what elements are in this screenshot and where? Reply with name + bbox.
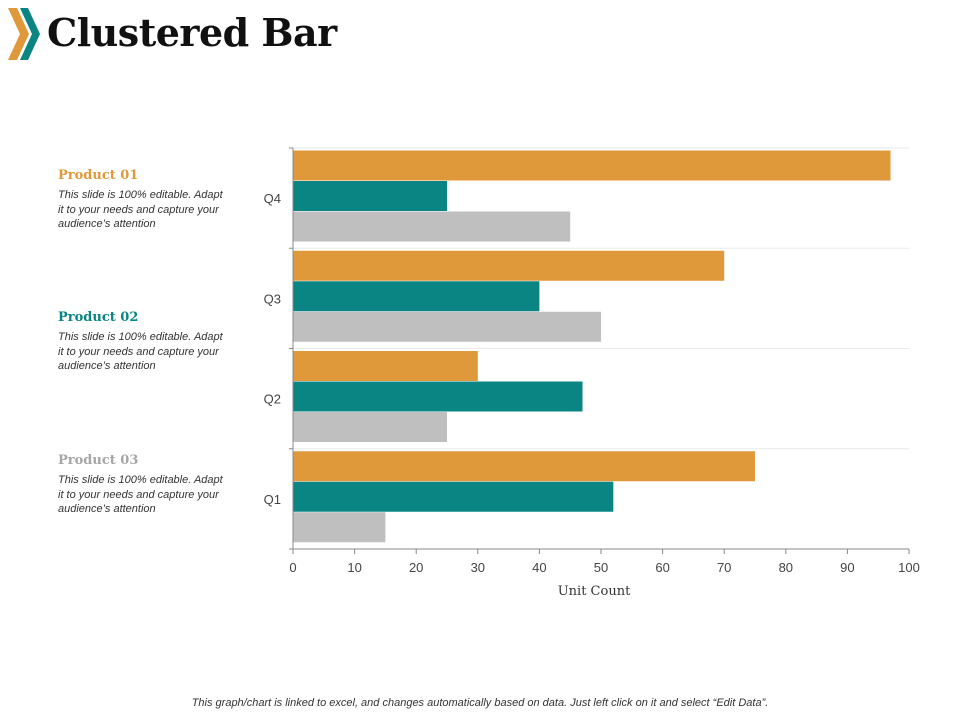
bar-q3-product-03 <box>293 311 601 342</box>
x-tick-label-0: 0 <box>289 560 296 575</box>
bar-q1-product-02 <box>293 481 614 512</box>
bar-q4-product-01 <box>293 150 891 181</box>
page-title: Clustered Bar <box>47 10 337 55</box>
bar-q4-product-02 <box>293 181 447 211</box>
x-tick-label-30: 30 <box>471 560 485 575</box>
legend-product-01-name: Product 01 <box>58 168 139 183</box>
x-tick-label-10: 10 <box>347 560 361 575</box>
bar-q2-product-01 <box>293 351 478 381</box>
bar-q3-product-02 <box>293 281 540 312</box>
legend-product-03-desc: This slide is 100% editable. Adapt it to… <box>58 474 223 515</box>
y-tick-label-q2: Q2 <box>264 392 281 407</box>
bar-q1-product-03 <box>293 512 386 543</box>
legend-product-03-name: Product 03 <box>58 453 139 468</box>
legend-product-02: Product 02 This slide is 100% editable. … <box>58 310 228 374</box>
legend-product-02-desc: This slide is 100% editable. Adapt it to… <box>58 331 223 372</box>
legend-product-01-desc: This slide is 100% editable. Adapt it to… <box>58 189 223 230</box>
x-tick-label-20: 20 <box>409 560 423 575</box>
x-tick-label-40: 40 <box>532 560 546 575</box>
bar-q3-product-01 <box>293 250 725 281</box>
y-tick-label-q3: Q3 <box>264 291 281 306</box>
x-tick-label-70: 70 <box>717 560 731 575</box>
chevron-logo-icon <box>8 8 40 60</box>
y-tick-label-q1: Q1 <box>264 492 281 507</box>
x-tick-label-60: 60 <box>655 560 669 575</box>
legend-product-02-name: Product 02 <box>58 310 139 325</box>
x-tick-label-90: 90 <box>840 560 854 575</box>
bar-q2-product-03 <box>293 412 447 442</box>
y-tick-label-q4: Q4 <box>264 191 281 206</box>
legend-product-03: Product 03 This slide is 100% editable. … <box>58 453 228 517</box>
x-tick-label-100: 100 <box>898 560 920 575</box>
bar-q1-product-01 <box>293 451 755 482</box>
bar-q4-product-03 <box>293 211 571 242</box>
x-tick-label-80: 80 <box>779 560 793 575</box>
x-tick-label-50: 50 <box>594 560 608 575</box>
x-axis-title: Unit Count <box>558 584 631 599</box>
legend-product-01: Product 01 This slide is 100% editable. … <box>58 168 228 232</box>
footer-note: This graph/chart is linked to excel, and… <box>191 697 769 709</box>
bar-q2-product-02 <box>293 381 583 412</box>
